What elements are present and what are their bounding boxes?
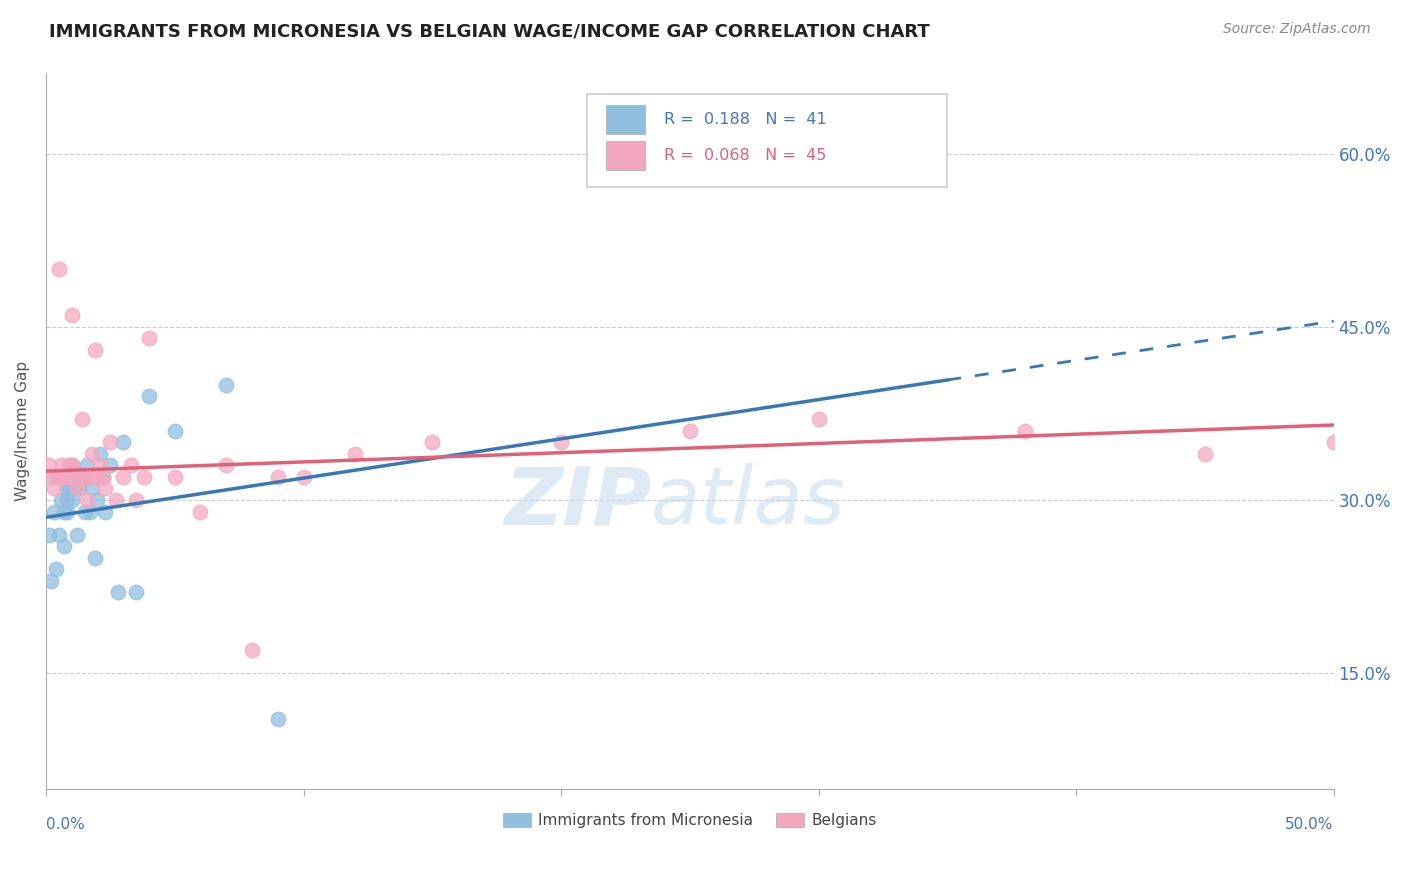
Text: Source: ZipAtlas.com: Source: ZipAtlas.com <box>1223 22 1371 37</box>
Point <box>94 504 117 518</box>
Point <box>807 412 830 426</box>
Point <box>1323 435 1346 450</box>
Point <box>94 482 117 496</box>
Point <box>70 470 93 484</box>
Text: ZIP: ZIP <box>503 463 651 541</box>
Point <box>163 424 186 438</box>
Point <box>82 447 104 461</box>
Point <box>66 527 89 541</box>
Point <box>63 470 86 484</box>
Point <box>58 458 80 473</box>
Point <box>73 470 96 484</box>
Point <box>73 504 96 518</box>
Point <box>58 482 80 496</box>
Point <box>69 482 91 496</box>
Point <box>53 539 76 553</box>
Point <box>138 331 160 345</box>
Point <box>125 585 148 599</box>
Point <box>69 470 91 484</box>
Point <box>76 458 98 473</box>
Text: 50.0%: 50.0% <box>1285 817 1334 832</box>
Point <box>53 470 76 484</box>
Point <box>91 470 114 484</box>
Point <box>60 458 83 473</box>
Point <box>48 262 70 277</box>
Point <box>55 493 77 508</box>
Point <box>98 458 121 473</box>
Point <box>190 504 212 518</box>
Legend: Immigrants from Micronesia, Belgians: Immigrants from Micronesia, Belgians <box>496 807 883 835</box>
Point <box>550 435 572 450</box>
Y-axis label: Wage/Income Gap: Wage/Income Gap <box>15 360 30 500</box>
Text: 0.0%: 0.0% <box>46 817 84 832</box>
Point <box>58 470 80 484</box>
Point <box>76 493 98 508</box>
Point <box>112 470 135 484</box>
Point <box>70 412 93 426</box>
Point <box>163 470 186 484</box>
Text: R =  0.068   N =  45: R = 0.068 N = 45 <box>664 148 827 162</box>
Point <box>215 458 238 473</box>
Point <box>83 550 105 565</box>
Point <box>112 435 135 450</box>
Point <box>83 343 105 357</box>
Point <box>343 447 366 461</box>
Point <box>98 435 121 450</box>
Point <box>66 470 89 484</box>
Point <box>86 470 108 484</box>
Point <box>1014 424 1036 438</box>
Point <box>79 504 101 518</box>
Point <box>138 389 160 403</box>
Point <box>125 493 148 508</box>
Point <box>79 470 101 484</box>
Point <box>89 458 111 473</box>
Point <box>60 493 83 508</box>
Point <box>1194 447 1216 461</box>
Point <box>38 458 60 473</box>
Point <box>48 470 70 484</box>
Point <box>42 482 65 496</box>
Point <box>132 470 155 484</box>
Point <box>53 504 76 518</box>
Point <box>104 493 127 508</box>
Point <box>107 585 129 599</box>
Point <box>45 470 67 484</box>
Point <box>39 574 62 588</box>
Point <box>420 435 443 450</box>
Point <box>267 712 290 726</box>
Point <box>55 504 77 518</box>
Point <box>86 493 108 508</box>
Point <box>45 562 67 576</box>
Point <box>60 458 83 473</box>
Point <box>55 470 77 484</box>
Text: R =  0.188   N =  41: R = 0.188 N = 41 <box>664 112 827 127</box>
Point <box>89 447 111 461</box>
Point <box>240 643 263 657</box>
Point <box>82 482 104 496</box>
Point <box>63 482 86 496</box>
Point <box>48 527 70 541</box>
Point <box>51 458 73 473</box>
Point <box>69 470 91 484</box>
FancyBboxPatch shape <box>606 105 645 134</box>
Point <box>679 424 702 438</box>
Point <box>60 309 83 323</box>
Point <box>120 458 142 473</box>
Point <box>267 470 290 484</box>
Point <box>66 482 89 496</box>
Point <box>39 470 62 484</box>
Point <box>73 470 96 484</box>
Point <box>51 493 73 508</box>
Point <box>42 504 65 518</box>
Point <box>91 470 114 484</box>
Point <box>70 470 93 484</box>
Point <box>215 377 238 392</box>
FancyBboxPatch shape <box>606 141 645 169</box>
Point <box>38 527 60 541</box>
Point <box>292 470 315 484</box>
Text: IMMIGRANTS FROM MICRONESIA VS BELGIAN WAGE/INCOME GAP CORRELATION CHART: IMMIGRANTS FROM MICRONESIA VS BELGIAN WA… <box>49 22 929 40</box>
FancyBboxPatch shape <box>586 95 948 187</box>
Text: atlas: atlas <box>651 463 846 541</box>
Point <box>55 482 77 496</box>
